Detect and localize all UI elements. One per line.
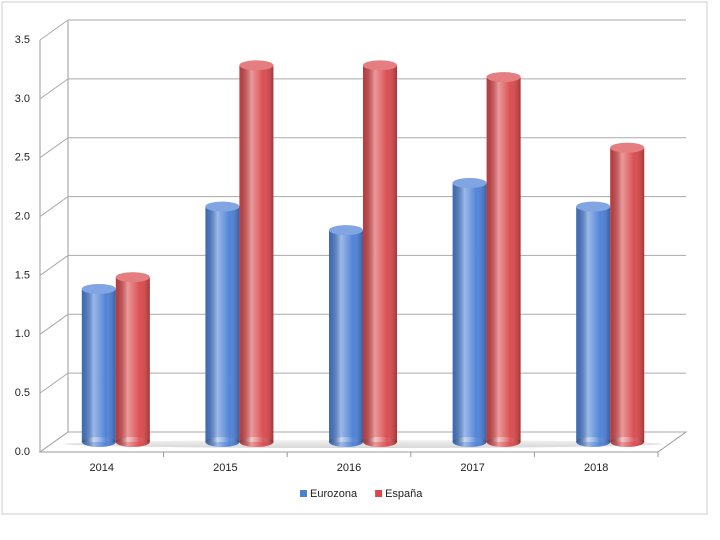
y-tick-label: 0.0 [15,446,30,458]
bar-shine [363,437,397,447]
y-tick-label: 3.5 [15,34,30,46]
legend-label: Eurozona [310,488,358,500]
bar-shine [81,437,116,447]
cylinder-top [576,201,611,212]
x-tick-label: 2014 [90,462,114,474]
grid-line [39,78,686,100]
y-tick-label: 2.0 [15,210,30,222]
grid-line [39,19,686,41]
cylinder-top [329,225,363,236]
y-tick-label: 1.0 [15,328,30,340]
y-tick-label: 2.5 [15,152,30,164]
bar-shine [576,437,611,447]
bar-shine [205,437,240,447]
bar-shine [239,65,274,443]
cylinder-top [329,225,363,236]
cylinder-top [486,72,521,83]
bar-shine [115,437,150,447]
frame [1,1,708,515]
bar-shine [452,437,487,447]
cylinder-top [239,60,274,71]
cylinder-top [452,178,487,189]
cylinder-top [610,142,645,153]
cylinder-top [486,72,521,83]
bar-shine [115,277,150,442]
cylinder-top [115,272,150,283]
cylinder-top [576,201,611,212]
bar-shine [610,147,645,442]
cylinder-top [610,142,645,153]
bar-shine [576,206,611,442]
bar-shine [239,437,274,447]
cylinder-top [81,283,116,294]
legend-label: España [385,488,423,500]
legend-swatch [300,490,307,497]
cylinder-top [363,60,397,71]
cylinder-top [239,60,274,71]
cylinder-top [115,272,150,283]
y-tick-label: 1.5 [15,269,30,281]
y-tick-label: 0.5 [15,387,30,399]
x-tick-label: 2017 [460,462,484,474]
x-tick-label: 2016 [337,462,361,474]
cylinder-top [205,201,240,212]
cylinder-top [205,201,240,212]
bar-shine [329,230,363,442]
bar-shine [452,183,487,442]
bar-shine [486,77,521,442]
grid-line [39,137,686,159]
y-tick-label: 3.0 [15,93,30,105]
bar-shine [205,206,240,442]
bar-shine [610,437,645,447]
legend-swatch [375,490,383,497]
bar-shine [486,437,521,447]
x-tick-label: 2015 [213,462,237,474]
bar-shine [81,288,116,442]
cylinder-top [81,283,116,294]
cylinder-top [452,178,487,189]
cylinder-top [363,60,397,71]
bar-shine [363,65,397,443]
bar-shine [329,437,363,447]
x-tick-label: 2018 [584,462,608,474]
